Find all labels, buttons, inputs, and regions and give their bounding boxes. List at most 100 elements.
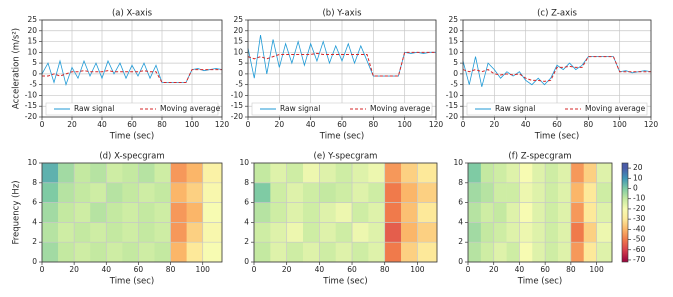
x-tick-label: 120 [215,120,230,129]
x-tick-label: 80 [157,120,167,129]
colorbar-tick-label: -60 [633,245,645,254]
y-tick-label: 0 [32,69,37,78]
x-tick-label: 60 [337,120,347,129]
heat-cell [545,222,559,243]
heat-cell [368,222,386,243]
y-tick-label: 0 [453,69,458,78]
y-tick-label: 0 [244,257,249,266]
heat-cell [480,222,495,243]
heat-cell [74,163,91,184]
y-tick-label: 5 [238,58,243,67]
heat-cell [532,182,546,203]
heat-cell [480,242,495,263]
heat-cell [254,163,271,184]
legend-box [251,102,433,116]
subplot-title: (f) Z-specgram [508,152,571,162]
y-tick-label: 8 [458,178,463,187]
x-tick-label: 0 [40,265,45,274]
heat-cell [352,163,369,184]
heat-cell [202,242,223,263]
axes-frame [41,19,223,118]
y-tick-label: -10 [446,90,458,99]
heat-cell [480,202,495,223]
heat-cell [493,222,507,243]
y-tick-label: 5 [32,58,37,67]
y-axis-label: Frequency (Hz) [12,180,22,244]
legend-box [45,102,219,116]
heat-cell [202,163,223,184]
heat-cell [583,202,597,223]
heat-cell [286,202,304,223]
y-tick-label: 6 [244,198,249,207]
heat-cell [401,182,418,203]
heat-cell [506,242,520,263]
x-tick-label: 0 [466,265,471,274]
y-tick-label: -5 [451,80,459,89]
x-tick-label: 60 [134,265,144,274]
x-axis-label: Time (sec) [109,132,154,142]
x-tick-label: 40 [521,120,531,129]
heat-cell [519,182,533,203]
axes-frame [253,162,438,263]
heat-cell [319,182,336,203]
legend-label: Raw signal [495,104,535,113]
x-tick-label: 80 [566,265,576,274]
heat-cell [384,222,402,243]
heat-cell [154,202,171,223]
x-tick-label: 80 [584,120,594,129]
heat-cell [417,163,438,184]
heat-cell [352,242,369,263]
x-tick-label: 100 [185,120,200,129]
heat-cell [42,222,59,243]
subplot-title: (c) Z-axis [537,9,577,19]
heat-cell [90,242,107,263]
x-tick-label: 60 [540,265,550,274]
x-tick-label: 40 [306,120,316,129]
x-tick-label: 0 [252,265,257,274]
heat-cell [417,242,438,263]
y-tick-label: 10 [453,158,463,167]
heat-cell [493,163,507,184]
heat-cell [493,242,507,263]
x-tick-label: 20 [282,265,292,274]
x-tick-label: 40 [102,265,112,274]
legend-label: Moving average [160,104,221,113]
heat-cell [138,163,155,184]
y-tick-label: 15 [448,37,458,46]
y-tick-label: -15 [446,101,458,110]
y-tick-label: 0 [458,257,463,266]
heat-cell [335,222,353,243]
heat-cell [401,163,418,184]
heat-cell [58,202,75,223]
heat-cell [254,222,271,243]
heat-cell [90,163,107,184]
heat-cell [74,222,91,243]
x-tick-label: 60 [347,265,357,274]
heat-cell [270,242,287,263]
y-tick-label: 25 [27,15,37,24]
heat-cell [74,202,91,223]
heat-cell [270,202,287,223]
heat-cell [532,222,546,243]
legend-label: Raw signal [280,104,320,113]
heat-cell [384,242,402,263]
colorbar-tick-label: 10 [633,173,643,182]
heat-cell [368,182,386,203]
x-tick-label: 40 [315,265,325,274]
heat-cell [303,202,320,223]
heat-cell [596,182,613,203]
heat-cell [519,222,533,243]
x-axis-label: Time (sec) [322,277,367,287]
heat-cell [170,242,187,263]
series-line [247,51,436,77]
y-tick-label: 10 [27,158,37,167]
y-tick-label: 20 [448,26,458,35]
heat-cell [254,182,271,203]
series-line [42,69,222,84]
colorbar-tick-label: -50 [633,235,645,244]
heat-cell [154,222,171,243]
axes-frame [41,162,223,263]
y-tick-label: -5 [236,80,244,89]
